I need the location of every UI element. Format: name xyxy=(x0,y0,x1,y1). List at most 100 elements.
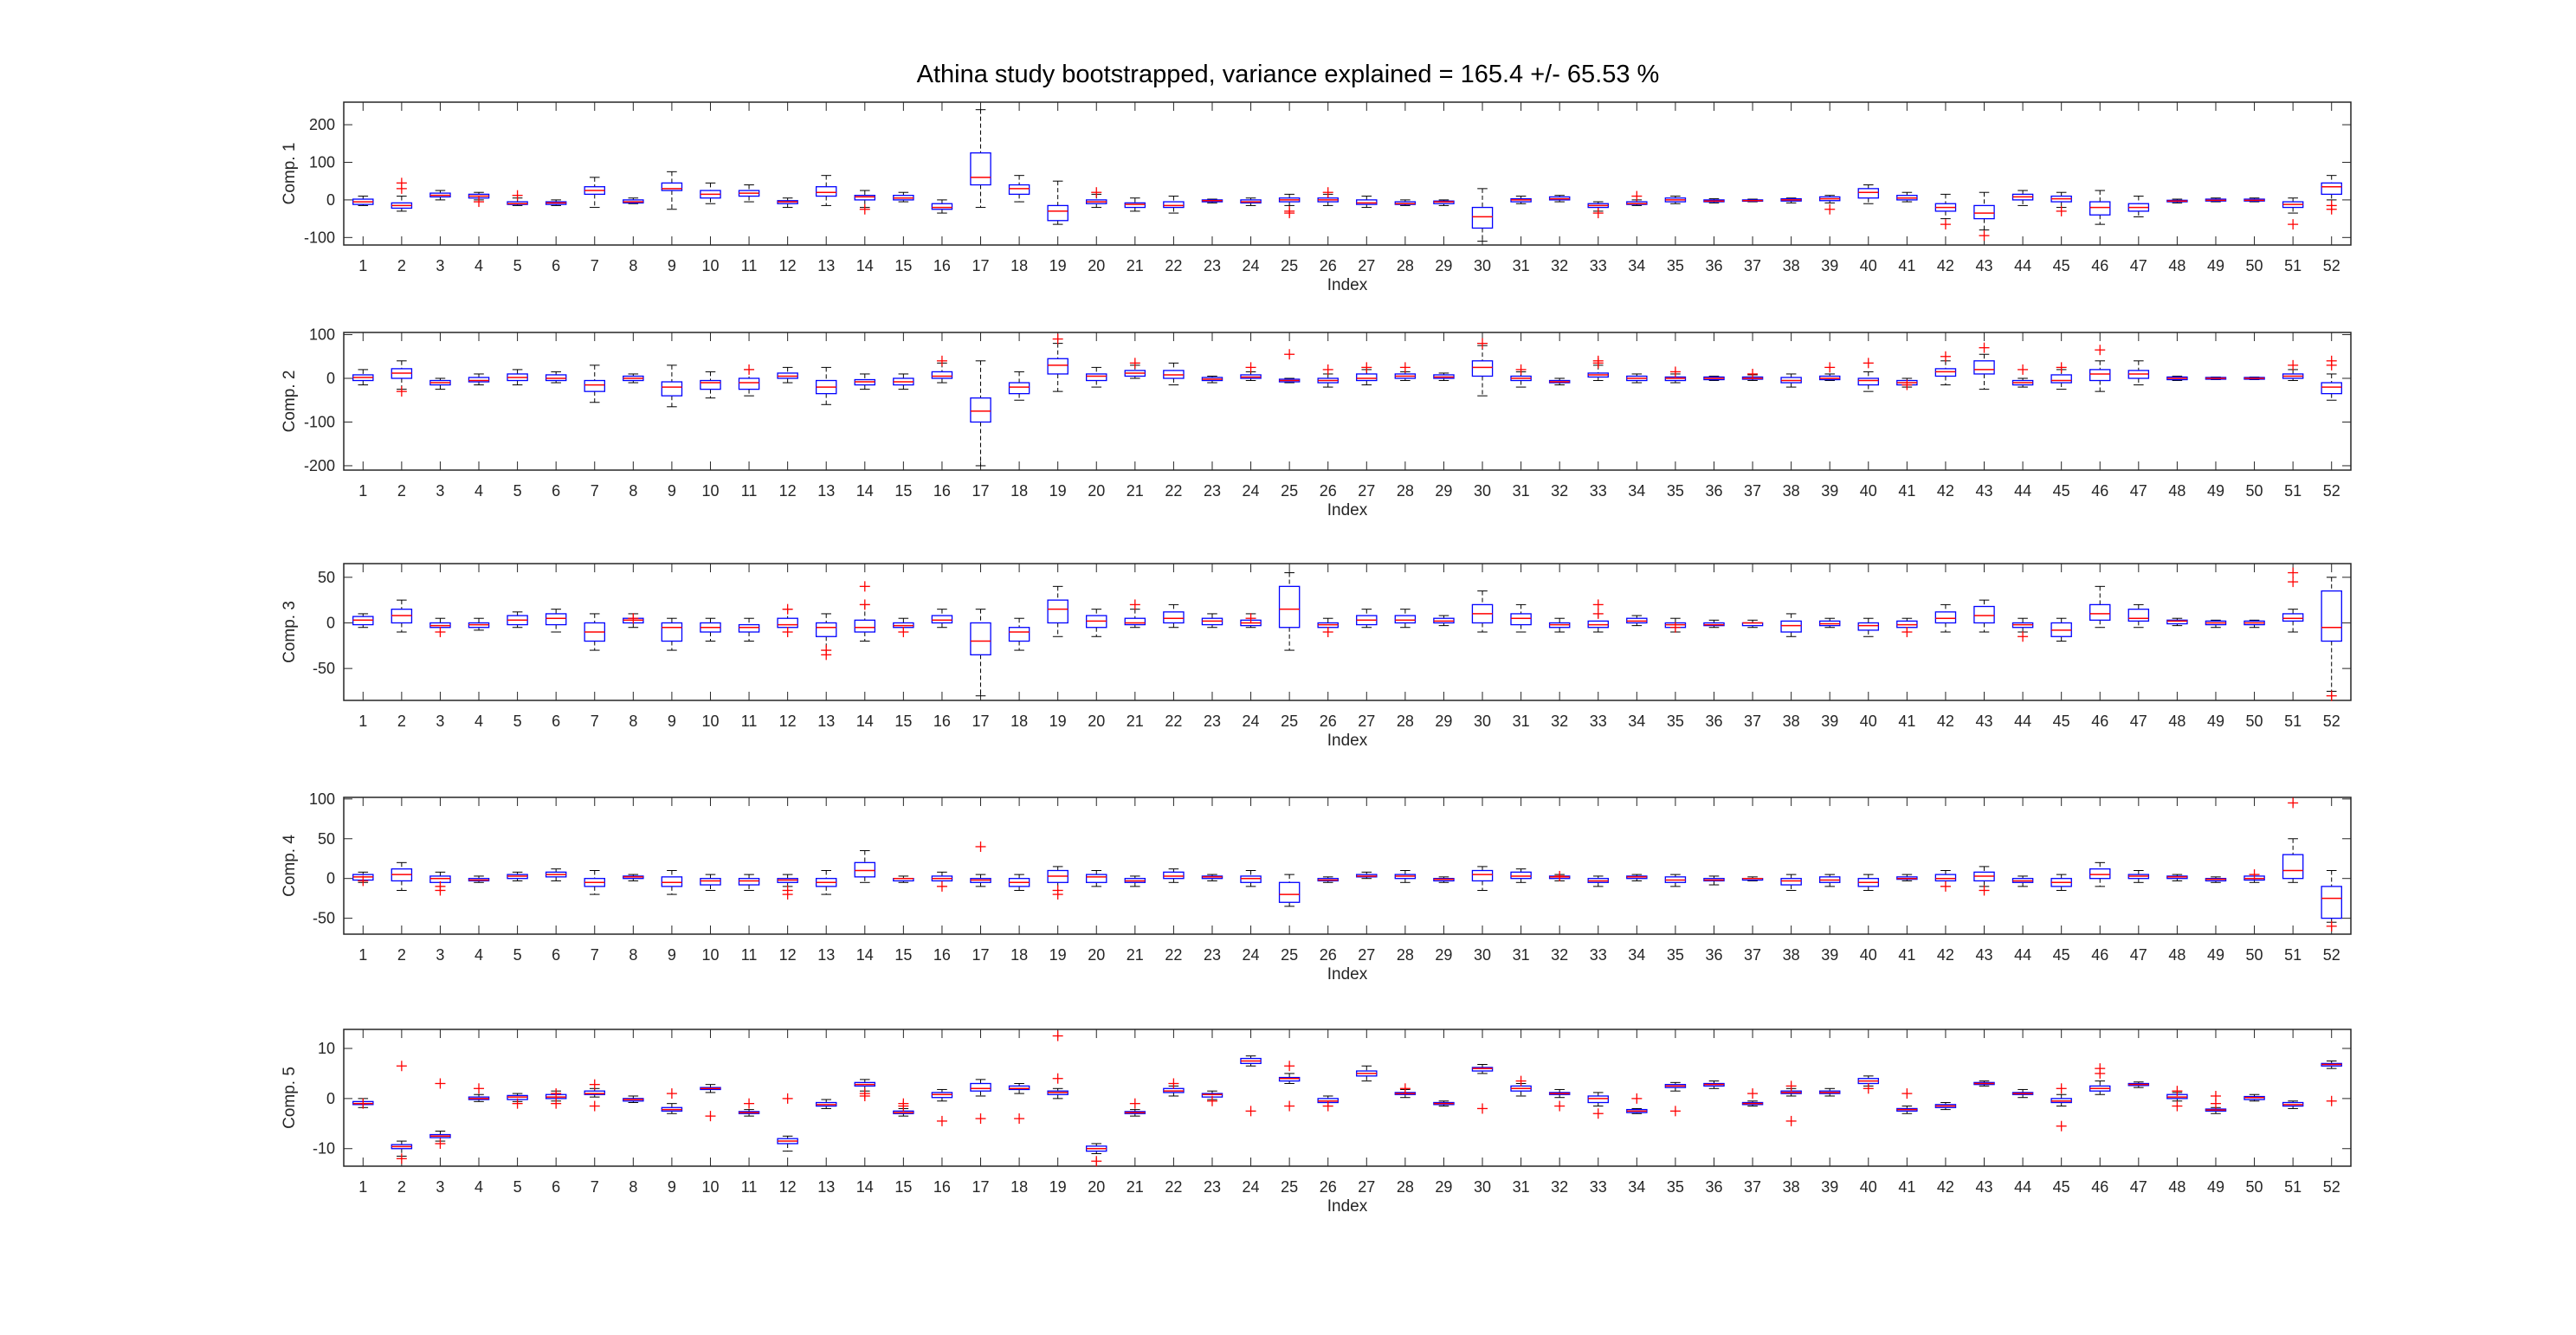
x-tick-label: 41 xyxy=(1898,713,1915,730)
x-tick-label: 13 xyxy=(817,1178,835,1196)
x-tick-label: 14 xyxy=(856,1178,874,1196)
outlier-marker xyxy=(859,1088,870,1100)
box-7 xyxy=(584,613,605,651)
x-tick-label: 4 xyxy=(475,946,483,964)
x-tick-label: 5 xyxy=(513,482,522,500)
x-tick-label: 29 xyxy=(1435,482,1452,500)
x-tick-label: 49 xyxy=(2207,1178,2224,1196)
iqr-box xyxy=(1857,188,1880,199)
chart-panel-3: 1 2 3 4 5 6 7 8 9 10 11 12 13 14 15 16 17 18 19 20 21 22 23 24 2… xyxy=(281,563,2352,750)
outlier-marker xyxy=(1052,1073,1063,1084)
x-tick-label: 4 xyxy=(475,713,483,730)
box-3 xyxy=(429,190,451,201)
box-22 xyxy=(1163,196,1185,214)
x-tick-label: 32 xyxy=(1551,1178,1568,1196)
x-tick-label: 19 xyxy=(1049,482,1067,500)
x-axis-label: Index xyxy=(1327,501,1368,519)
x-tick-label: 26 xyxy=(1320,946,1337,964)
iqr-box xyxy=(2089,603,2111,621)
box-2 xyxy=(391,861,413,891)
x-tick-label: 31 xyxy=(1513,1178,1530,1196)
box-14 xyxy=(854,190,876,215)
iqr-box xyxy=(1973,360,1995,375)
outlier-marker xyxy=(1747,368,1759,379)
x-tick-label: 47 xyxy=(2130,257,2147,274)
box-52 xyxy=(2321,870,2342,932)
box-13 xyxy=(815,870,837,895)
outlier-marker xyxy=(859,599,870,610)
box-11 xyxy=(738,617,760,642)
box-45 xyxy=(2050,617,2072,642)
x-tick-label: 42 xyxy=(1937,482,1954,500)
x-tick-label: 25 xyxy=(1281,257,1298,274)
x-tick-label: 52 xyxy=(2323,713,2340,730)
outlier-marker xyxy=(551,1088,562,1100)
y-tick-label: 200 xyxy=(309,116,335,133)
x-tick-label: 32 xyxy=(1551,713,1568,730)
box-2 xyxy=(391,360,413,397)
y-tick-label: -100 xyxy=(304,229,335,246)
box-31 xyxy=(1510,868,1532,883)
x-tick-label: 38 xyxy=(1783,257,1800,274)
box-14 xyxy=(854,373,876,390)
outlier-marker xyxy=(1515,1075,1527,1087)
x-tick-label: 19 xyxy=(1049,257,1067,274)
iqr-box xyxy=(1587,1095,1609,1104)
box-16 xyxy=(931,355,953,384)
x-tick-label: 19 xyxy=(1049,713,1067,730)
iqr-box xyxy=(854,195,876,201)
outlier-marker xyxy=(2249,869,2260,880)
box-39 xyxy=(1818,195,1841,215)
x-tick-label: 10 xyxy=(701,257,719,274)
chart-panel-1: 1 2 3 4 5 6 7 8 9 10 11 12 13 14 15 16 17 18 19 20 21 22 23 24 2… xyxy=(281,101,2352,294)
box-18 xyxy=(1008,617,1030,651)
y-tick-label: 50 xyxy=(318,830,335,848)
box-40 xyxy=(1857,358,1880,392)
y-tick-label: 0 xyxy=(326,870,335,887)
outlier-marker xyxy=(435,1078,446,1089)
outlier-marker xyxy=(666,1088,677,1100)
iqr-box xyxy=(1471,360,1494,377)
box-47 xyxy=(2127,1081,2150,1088)
x-axis-label: Index xyxy=(1327,1197,1368,1216)
outlier-marker xyxy=(1863,1083,1874,1094)
box-15 xyxy=(893,191,914,203)
x-tick-label: 28 xyxy=(1397,482,1414,500)
box-25 xyxy=(1278,572,1301,651)
box-38 xyxy=(1780,874,1802,891)
box-17 xyxy=(970,1079,991,1125)
iqr-box xyxy=(1163,611,1185,624)
x-tick-label: 38 xyxy=(1783,482,1800,500)
iqr-box xyxy=(1934,368,1957,377)
box-46 xyxy=(2089,861,2111,887)
x-tick-label: 48 xyxy=(2168,1178,2185,1196)
iqr-box xyxy=(2321,886,2342,919)
box-8 xyxy=(623,874,644,881)
iqr-box xyxy=(1780,620,1802,633)
box-36 xyxy=(1703,619,1725,629)
outlier-marker xyxy=(1245,1106,1256,1117)
box-49 xyxy=(2205,376,2227,381)
iqr-box xyxy=(970,152,991,186)
box-33 xyxy=(1587,875,1609,887)
outlier-marker xyxy=(1631,190,1643,202)
box-3 xyxy=(429,377,451,390)
box-50 xyxy=(2244,376,2265,381)
outlier-marker xyxy=(1940,219,1951,230)
y-tick-label: -100 xyxy=(304,413,335,430)
box-45 xyxy=(2050,191,2072,216)
x-tick-label: 52 xyxy=(2323,482,2340,500)
x-tick-label: 9 xyxy=(668,257,676,274)
x-tick-label: 45 xyxy=(2053,1178,2070,1196)
outlier-marker xyxy=(396,1153,407,1164)
x-tick-label: 1 xyxy=(358,1178,367,1196)
outlier-marker xyxy=(512,190,523,201)
x-tick-label: 4 xyxy=(475,257,483,274)
x-tick-label: 16 xyxy=(933,257,951,274)
x-tick-label: 51 xyxy=(2284,257,2302,274)
x-tick-label: 9 xyxy=(668,1178,676,1196)
x-tick-label: 23 xyxy=(1204,257,1221,274)
iqr-box xyxy=(2089,201,2111,216)
outlier-marker xyxy=(1669,1106,1681,1117)
y-tick-label: 0 xyxy=(326,370,335,387)
